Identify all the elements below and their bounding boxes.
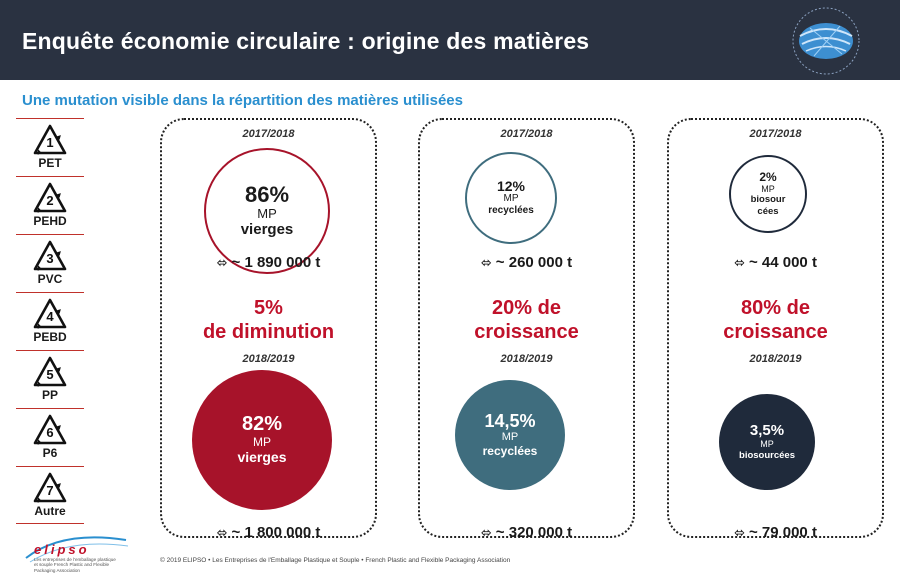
tonnage-value: ~ 79 000 t — [748, 524, 817, 541]
change-line: de diminution — [202, 321, 335, 344]
mp-label: MP — [253, 434, 271, 449]
double-arrow-icon: ⬄ — [216, 255, 228, 270]
tonnage-value: ~ 1 800 000 t — [231, 524, 321, 541]
mp-label: MP — [501, 430, 519, 443]
change-line: 80% de — [741, 297, 810, 319]
resin-code-number: 1 — [46, 135, 53, 150]
list-item: 7 Autre — [16, 466, 84, 524]
percentage: 12% — [496, 177, 526, 194]
circle-before: 86% MP vierges — [204, 148, 330, 274]
circle-before: 12% MP recyclées — [465, 152, 557, 244]
resin-codes-list: 1 PET 2 PEHD 3 PVC 4 PEBD — [16, 118, 84, 524]
period-after: 2018/2019 — [242, 353, 295, 365]
resin-code-label: P6 — [42, 446, 58, 460]
change-line: 5% — [254, 297, 283, 319]
panel-virgin: 2017/2018 86% MP vierges ⬄ ~ 1 890 000 t … — [160, 118, 377, 541]
percentage: 2% — [759, 169, 777, 184]
list-item: 3 PVC — [16, 234, 84, 292]
logo-wordmark: elipso — [34, 542, 90, 557]
change-label: 80% de croissance — [669, 296, 882, 345]
list-item: 4 PEBD — [16, 292, 84, 350]
change-label: 20% de croissance — [420, 296, 633, 345]
tonnage-before: ⬄ ~ 260 000 t — [420, 254, 633, 271]
resin-code-label: PEHD — [33, 214, 67, 228]
material-kind: cées — [757, 205, 779, 217]
material-kind: recyclées — [488, 205, 534, 217]
tonnage-before: ⬄ ~ 44 000 t — [669, 254, 882, 271]
double-arrow-icon: ⬄ — [480, 255, 492, 270]
tonnage-value: ~ 320 000 t — [495, 524, 573, 541]
material-kind: recyclées — [482, 443, 538, 458]
period-before: 2017/2018 — [749, 128, 802, 140]
mp-label: MP — [257, 205, 277, 221]
percentage: 82% — [241, 412, 283, 435]
logo-tagline: Les entreprises de l'emballage plastique… — [34, 557, 116, 573]
tonnage-after: ⬄ ~ 1 800 000 t — [162, 524, 375, 541]
tonnage-value: ~ 44 000 t — [748, 254, 817, 271]
recycle-triangle-icon: 6 — [33, 414, 67, 445]
recycle-triangle-icon: 2 — [33, 182, 67, 213]
period-before: 2017/2018 — [242, 128, 295, 140]
tonnage-value: ~ 1 890 000 t — [231, 254, 321, 271]
globe-logo-icon — [792, 7, 860, 75]
panel-biosourced: 2017/2018 2% MP biosour cées ⬄ ~ 44 000 t… — [667, 118, 884, 541]
resin-code-label: PVC — [37, 272, 63, 286]
resin-code-number: 2 — [46, 193, 53, 208]
resin-code-label: PET — [38, 156, 62, 170]
list-item: 5 PP — [16, 350, 84, 408]
tonnage-value: ~ 260 000 t — [495, 254, 573, 271]
material-kind: vierges — [240, 221, 294, 239]
double-arrow-icon: ⬄ — [734, 525, 745, 540]
mp-label: MP — [503, 193, 519, 205]
tonnage-after: ⬄ ~ 320 000 t — [420, 524, 633, 541]
resin-code-number: 3 — [46, 251, 53, 266]
logo-swoosh-icon — [25, 536, 129, 563]
period-before: 2017/2018 — [500, 128, 553, 140]
change-line: croissance — [723, 321, 828, 344]
mp-label: MP — [761, 183, 775, 194]
circle-after: 82% MP vierges — [192, 370, 332, 510]
material-kind: vierges — [237, 449, 287, 466]
material-kind: biosour — [750, 194, 786, 206]
double-arrow-icon: ⬄ — [216, 525, 228, 540]
tonnage-after: ⬄ ~ 79 000 t — [669, 524, 882, 541]
resin-code-number: 5 — [46, 367, 53, 382]
resin-code-label: PEBD — [33, 330, 67, 344]
resin-code-number: 7 — [46, 483, 53, 498]
resin-code-number: 4 — [46, 309, 54, 324]
resin-code-number: 6 — [46, 425, 53, 440]
section-subtitle: Une mutation visible dans la répartition… — [22, 92, 463, 109]
list-item: 2 PEHD — [16, 176, 84, 234]
resin-code-label: PP — [41, 388, 58, 402]
change-line: 20% de — [492, 297, 561, 319]
percentage: 3,5% — [749, 422, 785, 440]
resin-code-label: Autre — [34, 504, 66, 518]
tonnage-before: ⬄ ~ 1 890 000 t — [162, 254, 375, 271]
circle-before: 2% MP biosour cées — [729, 155, 807, 233]
list-item: 1 PET — [16, 118, 84, 176]
copyright-text: © 2019 ELIPSO • Les Entreprises de l'Emb… — [160, 557, 511, 564]
page-title: Enquête économie circulaire : origine de… — [22, 28, 590, 54]
change-label: 5% de diminution — [162, 296, 375, 345]
recycle-triangle-icon: 5 — [33, 356, 67, 387]
recycle-triangle-icon: 7 — [33, 472, 67, 503]
list-item: 6 P6 — [16, 408, 84, 466]
recycle-triangle-icon: 1 — [33, 124, 67, 155]
elipso-logo: elipso Les entreprises de l'emballage pl… — [22, 530, 132, 582]
circle-after: 14,5% MP recyclées — [455, 380, 565, 490]
double-arrow-icon: ⬄ — [480, 525, 492, 540]
header-bar: Enquête économie circulaire : origine de… — [0, 0, 900, 80]
period-after: 2018/2019 — [749, 353, 802, 365]
double-arrow-icon: ⬄ — [734, 255, 745, 270]
percentage: 86% — [244, 181, 290, 207]
panel-recycled: 2017/2018 12% MP recyclées ⬄ ~ 260 000 t … — [418, 118, 635, 541]
percentage: 14,5% — [484, 410, 536, 431]
recycle-triangle-icon: 4 — [33, 298, 67, 329]
circle-after: 3,5% MP biosourcées — [719, 394, 815, 490]
period-after: 2018/2019 — [500, 353, 553, 365]
material-kind: biosourcées — [739, 449, 795, 461]
change-line: croissance — [474, 321, 579, 344]
mp-label: MP — [760, 438, 774, 449]
recycle-triangle-icon: 3 — [33, 240, 67, 271]
